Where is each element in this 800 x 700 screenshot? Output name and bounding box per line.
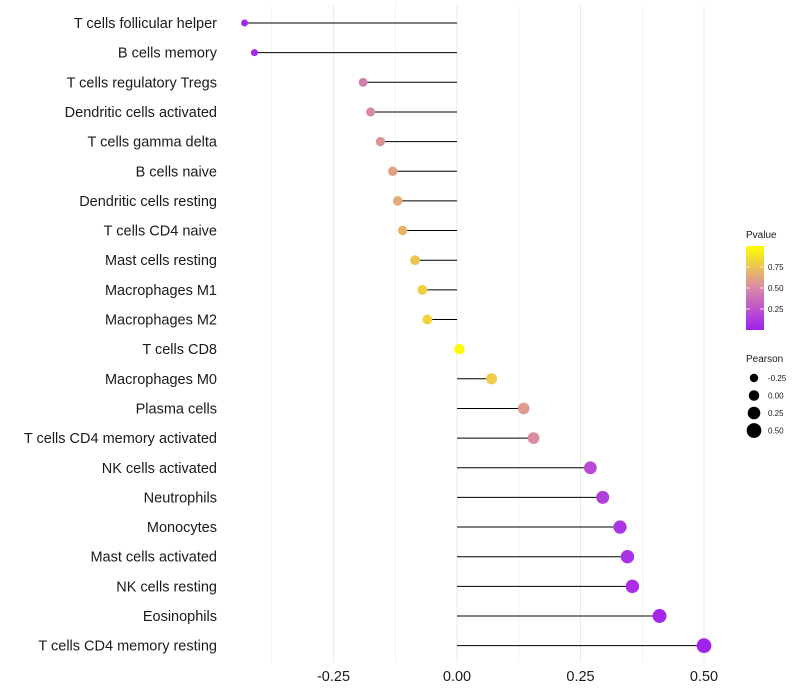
y-axis-label: T cells gamma delta (88, 135, 218, 151)
pvalue-colorbar (746, 246, 764, 330)
pvalue-legend-ticks: 0.25 0.50 0.75 (746, 263, 784, 314)
x-tick-label: 0.50 (690, 669, 718, 685)
y-axis-label: Macrophages M1 (105, 283, 217, 299)
grid-lines (271, 5, 705, 662)
pearson-legend-label: 0.25 (768, 409, 784, 418)
pvalue-legend-title: Pvalue (746, 230, 777, 241)
data-point (392, 196, 403, 206)
y-axis-label: Macrophages M2 (105, 313, 217, 329)
x-axis-ticks: -0.25 0.00 0.25 0.50 (317, 669, 718, 685)
legend: Pvalue 0.25 0.50 0.75 Pearson -0.25 0.00 0.2… (746, 230, 787, 438)
y-axis-label: T cells regulatory Tregs (67, 75, 217, 91)
pearson-legend-label: 0.00 (768, 392, 784, 401)
y-axis-label: T cells CD4 memory activated (24, 431, 217, 447)
pearson-legend-label: -0.25 (768, 374, 787, 383)
pearson-legend-dot (747, 406, 761, 420)
data-point (613, 520, 627, 534)
data-point (486, 373, 498, 385)
data-point (241, 19, 249, 27)
y-axis-label: T cells follicular helper (74, 16, 217, 32)
y-axis-label: Eosinophils (143, 609, 217, 625)
x-tick-label: -0.25 (317, 669, 350, 685)
data-point (366, 107, 376, 117)
data-point (652, 609, 667, 623)
colorbar-tick-label: 0.25 (768, 305, 784, 314)
y-axis-label: B cells memory (118, 46, 218, 62)
y-axis-label: B cells naive (136, 164, 217, 180)
data-point (388, 166, 398, 176)
y-axis-label: T cells CD4 naive (104, 224, 217, 240)
y-axis-label: Neutrophils (144, 490, 217, 506)
data-point (397, 225, 408, 236)
y-axis-label: Dendritic cells resting (79, 194, 217, 210)
y-axis-label: T cells CD8 (142, 342, 217, 358)
data-point (454, 343, 465, 355)
y-axis-label: Monocytes (147, 520, 217, 536)
y-axis-label: Plasma cells (136, 401, 217, 417)
pearson-legend-entries: -0.25 0.00 0.25 0.50 (746, 373, 787, 438)
y-axis-label: Dendritic cells activated (65, 105, 217, 121)
y-axis-label: Mast cells resting (105, 253, 217, 269)
points (241, 19, 712, 654)
data-point (696, 638, 712, 654)
pearson-legend-label: 0.50 (768, 427, 784, 436)
pearson-legend-dot (749, 373, 759, 383)
data-point (517, 402, 530, 415)
data-point (625, 579, 640, 594)
data-point (250, 49, 258, 57)
y-axis-label: Macrophages M0 (105, 372, 217, 388)
pearson-legend-title: Pearson (746, 354, 783, 365)
y-axis-label: Mast cells activated (90, 550, 217, 566)
colorbar-tick-label: 0.50 (768, 284, 784, 293)
pearson-legend-dot (746, 423, 762, 438)
y-axis-labels: T cells follicular helper B cells memory T… (24, 16, 218, 655)
data-point (422, 314, 433, 325)
data-point (410, 255, 420, 266)
y-axis-label: NK cells activated (102, 461, 217, 477)
colorbar-tick-label: 0.75 (768, 263, 784, 272)
x-tick-label: 0.00 (443, 669, 471, 685)
stems (244, 22, 704, 647)
data-point (417, 284, 428, 295)
data-point (527, 432, 540, 445)
data-point (375, 137, 386, 147)
pearson-legend-dot (748, 390, 760, 401)
y-axis-label: NK cells resting (116, 579, 217, 595)
data-point (358, 77, 368, 87)
x-tick-label: 0.25 (566, 669, 594, 685)
data-point (596, 490, 610, 504)
data-point (620, 550, 635, 564)
data-point (583, 461, 597, 475)
y-axis-label: T cells CD4 memory resting (38, 639, 217, 655)
